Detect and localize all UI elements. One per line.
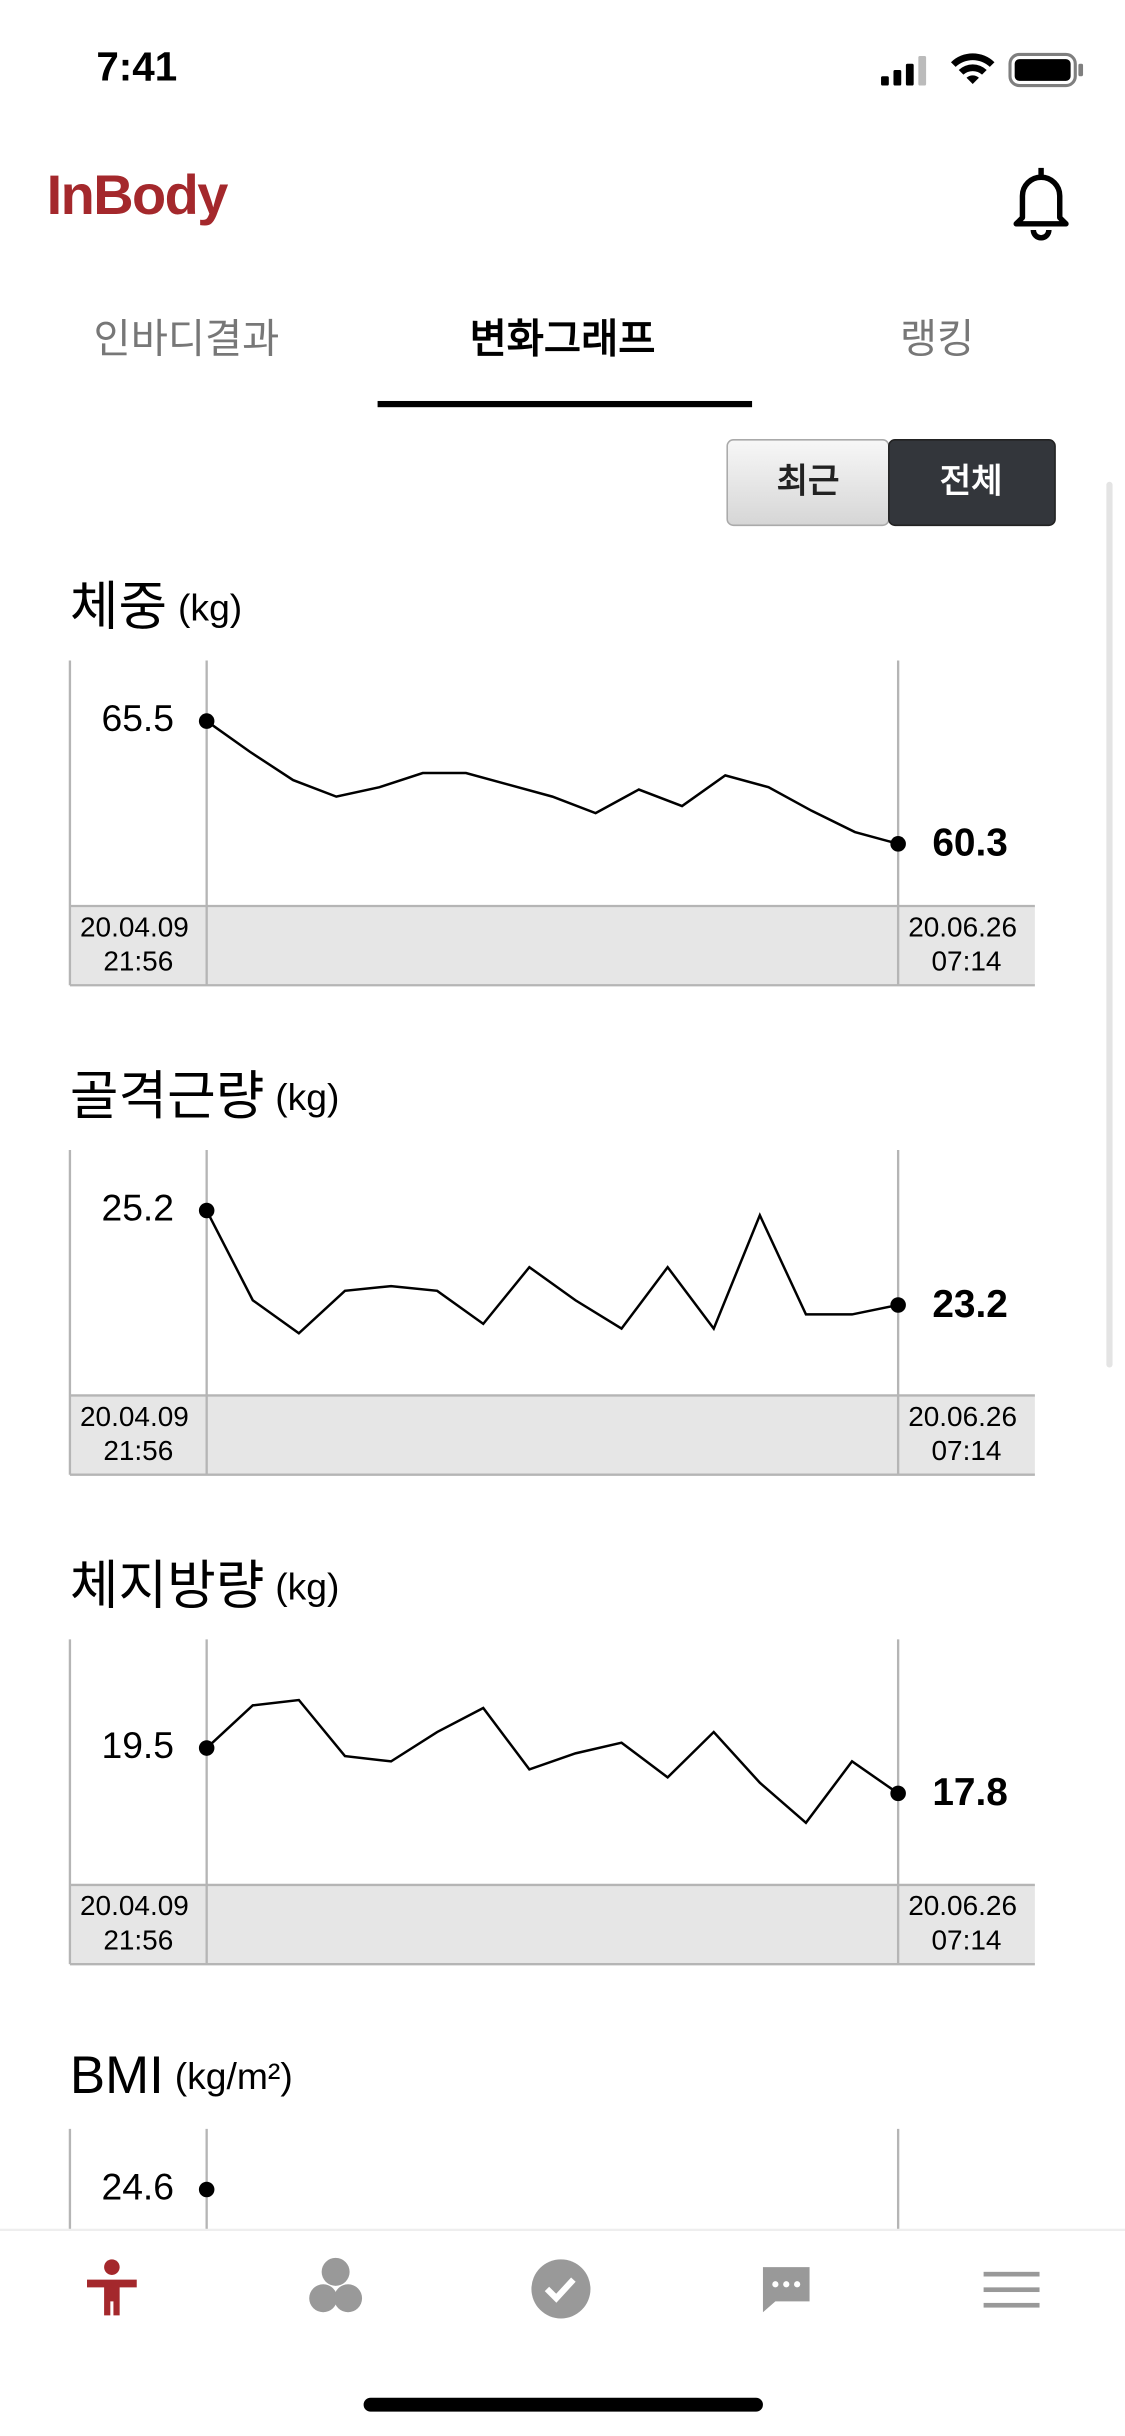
start-value: 25.2 (101, 1186, 174, 1228)
chart-unit: (kg) (275, 1076, 339, 1118)
toggle-button-active[interactable] (888, 439, 1056, 527)
status-time: 7:41 (96, 44, 177, 90)
chart-unit: (kg) (275, 1566, 339, 1608)
chart-title: 체지방량 (kg) (70, 1557, 340, 1616)
status-icons (881, 52, 1084, 88)
data-point (198, 2181, 215, 2198)
chart-title-text: BMI (70, 2046, 164, 2105)
date-label: 20.06.26 07:14 (908, 1401, 1025, 1466)
chart-unit: (kg/m²) (175, 2055, 293, 2097)
data-point (890, 836, 906, 852)
date-label: 20.06.26 07:14 (908, 1891, 1025, 1956)
end-value: 60.3 (932, 822, 1008, 865)
data-point (198, 713, 215, 729)
notification-bell[interactable] (1013, 167, 1069, 241)
start-value: 65.5 (101, 697, 174, 739)
date-band (69, 1395, 1035, 1475)
nav-badge[interactable] (531, 2259, 591, 2319)
tab-active[interactable]: 변화그래프 (470, 316, 656, 362)
date-band (69, 1884, 1035, 1965)
end-value: 17.8 (932, 1771, 1008, 1814)
start-value: 19.5 (101, 1724, 174, 1766)
chart-unit: (kg) (178, 587, 242, 629)
nav-chat[interactable] (762, 2267, 810, 2313)
chart-title-text: 체지방량 (70, 1557, 264, 1616)
data-line (205, 1209, 899, 1335)
chart-title-text: 골격근량 (70, 1067, 264, 1126)
data-line (205, 720, 899, 846)
chart-title: 골격근량 (kg) (70, 1067, 340, 1126)
date-label: 20.04.09 21:56 (80, 912, 197, 977)
nav-menu[interactable] (983, 2271, 1040, 2308)
data-point (198, 1202, 215, 1219)
tab[interactable]: 랭킹 (900, 316, 974, 362)
date-band (69, 905, 1035, 986)
chart-title-text: 체중 (70, 578, 167, 637)
logo[interactable]: InBody (47, 163, 230, 226)
nav-body[interactable] (87, 2259, 137, 2316)
data-point (890, 1297, 906, 1313)
tab-underline (377, 400, 753, 408)
data-line (205, 1698, 899, 1825)
chart-title: 체중 (kg) (70, 578, 242, 637)
data-point (890, 1785, 906, 1802)
scrollbar (1106, 481, 1113, 1368)
end-value: 23.2 (932, 1283, 1008, 1326)
bottom-nav (0, 2228, 1125, 2436)
date-label: 20.06.26 07:14 (908, 912, 1025, 977)
tab[interactable]: 인바디결과 (94, 316, 280, 362)
toggle-label: 전체 (940, 462, 1003, 500)
toggle-label: 최근 (777, 462, 840, 500)
nav-circles[interactable] (309, 2257, 363, 2313)
data-point (198, 1740, 215, 1756)
date-label: 20.04.09 21:56 (80, 1401, 197, 1466)
date-label: 20.04.09 21:56 (80, 1891, 197, 1956)
home-indicator (363, 2397, 763, 2412)
start-value: 24.6 (101, 2165, 174, 2207)
chart-title: BMI (kg/m²) (70, 2046, 293, 2105)
